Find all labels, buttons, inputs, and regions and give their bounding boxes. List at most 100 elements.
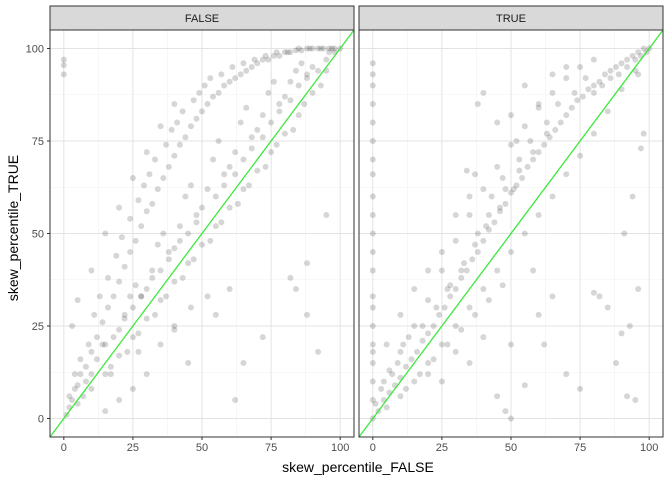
scatter-point	[466, 304, 473, 311]
scatter-point	[369, 323, 376, 329]
scatter-point	[176, 141, 183, 148]
scatter-point	[383, 341, 390, 348]
facet-strip	[49, 5, 355, 31]
scatter-point	[243, 67, 250, 74]
scatter-point	[232, 397, 239, 403]
scatter-point	[149, 200, 156, 207]
scatter-point	[596, 78, 603, 85]
scatter-point	[626, 323, 633, 329]
scatter-point	[176, 223, 183, 230]
scatter-point	[204, 186, 211, 193]
scatter-point	[383, 404, 390, 411]
scatter-point	[74, 382, 81, 389]
scatter-point	[127, 249, 134, 255]
scatter-point	[494, 163, 501, 170]
scatter-point	[295, 82, 302, 89]
scatter-point	[485, 297, 492, 304]
scatter-point	[309, 45, 316, 52]
scatter-point	[179, 274, 186, 281]
y-tick-label: 0	[38, 414, 44, 426]
scatter-point	[268, 149, 275, 156]
scatter-point	[369, 230, 376, 237]
scatter-point	[176, 237, 183, 244]
scatter-point	[480, 286, 487, 292]
scatter-point	[389, 371, 396, 378]
scatter-point	[400, 341, 407, 348]
scatter-point	[613, 64, 620, 70]
scatter-point	[425, 371, 432, 378]
scatter-point	[521, 123, 528, 130]
scatter-point	[458, 274, 465, 281]
scatter-point	[107, 371, 114, 378]
scatter-point	[251, 56, 258, 63]
scatter-point	[411, 378, 418, 385]
scatter-point	[276, 52, 283, 59]
scatter-point	[436, 311, 443, 318]
scatter-point	[248, 134, 255, 141]
scatter-point	[527, 138, 534, 144]
y-tick-label: 100	[26, 44, 44, 56]
scatter-point	[129, 385, 136, 392]
facet-strip-label: FALSE	[185, 13, 219, 25]
scatter-point	[287, 78, 294, 85]
scatter-point	[405, 334, 412, 341]
scatter-point	[323, 212, 330, 218]
scatter-point	[262, 52, 269, 59]
scatter-point	[535, 311, 542, 318]
scatter-point	[171, 152, 178, 159]
scatter-point	[121, 311, 128, 318]
scatter-point	[254, 60, 261, 67]
scatter-point	[193, 212, 200, 218]
scatter-point	[221, 82, 228, 89]
scatter-point	[494, 267, 501, 274]
scatter-point	[582, 75, 589, 82]
scatter-point	[229, 64, 236, 70]
scatter-point	[596, 293, 603, 300]
scatter-point	[466, 212, 473, 218]
scatter-point	[168, 126, 175, 133]
scatter-point	[149, 267, 156, 274]
scatter-point	[472, 311, 479, 318]
scatter-point	[535, 104, 542, 111]
scatter-point	[508, 341, 514, 348]
scatter-point	[295, 45, 302, 52]
scatter-point	[295, 112, 302, 119]
scatter-point	[210, 93, 217, 100]
scatter-point	[549, 193, 556, 200]
scatter-point	[485, 226, 492, 233]
scatter-point	[116, 204, 123, 211]
scatter-point	[66, 393, 73, 400]
scatter-point	[491, 219, 498, 226]
scatter-point	[369, 60, 376, 67]
scatter-point	[69, 323, 76, 329]
scatter-point	[530, 149, 537, 156]
scatter-point	[483, 223, 490, 230]
y-tick-label: 50	[32, 229, 44, 241]
scatter-point	[369, 341, 376, 348]
scatter-point	[369, 212, 376, 218]
scatter-point	[549, 71, 556, 78]
x-tick-label: 100	[331, 442, 349, 454]
scatter-point	[369, 71, 376, 78]
scatter-point	[590, 82, 597, 89]
scatter-point	[369, 193, 376, 200]
scatter-point	[601, 71, 608, 78]
scatter-point	[414, 348, 421, 355]
scatter-point	[116, 278, 123, 285]
scatter-point	[105, 274, 112, 281]
scatter-point	[607, 67, 614, 74]
scatter-point	[563, 371, 570, 378]
scatter-point	[438, 341, 445, 348]
scatter-point	[174, 119, 181, 126]
x-tick-label: 0	[61, 442, 67, 454]
scatter-point	[331, 45, 338, 52]
scatter-point	[541, 341, 548, 348]
scatter-point	[369, 82, 376, 89]
scatter-point	[127, 215, 134, 222]
identity-line	[49, 29, 355, 438]
scatter-point	[496, 204, 503, 211]
scatter-point	[154, 241, 161, 248]
scatter-point	[563, 112, 570, 119]
scatter-point	[287, 274, 294, 281]
scatter-point	[320, 45, 327, 52]
